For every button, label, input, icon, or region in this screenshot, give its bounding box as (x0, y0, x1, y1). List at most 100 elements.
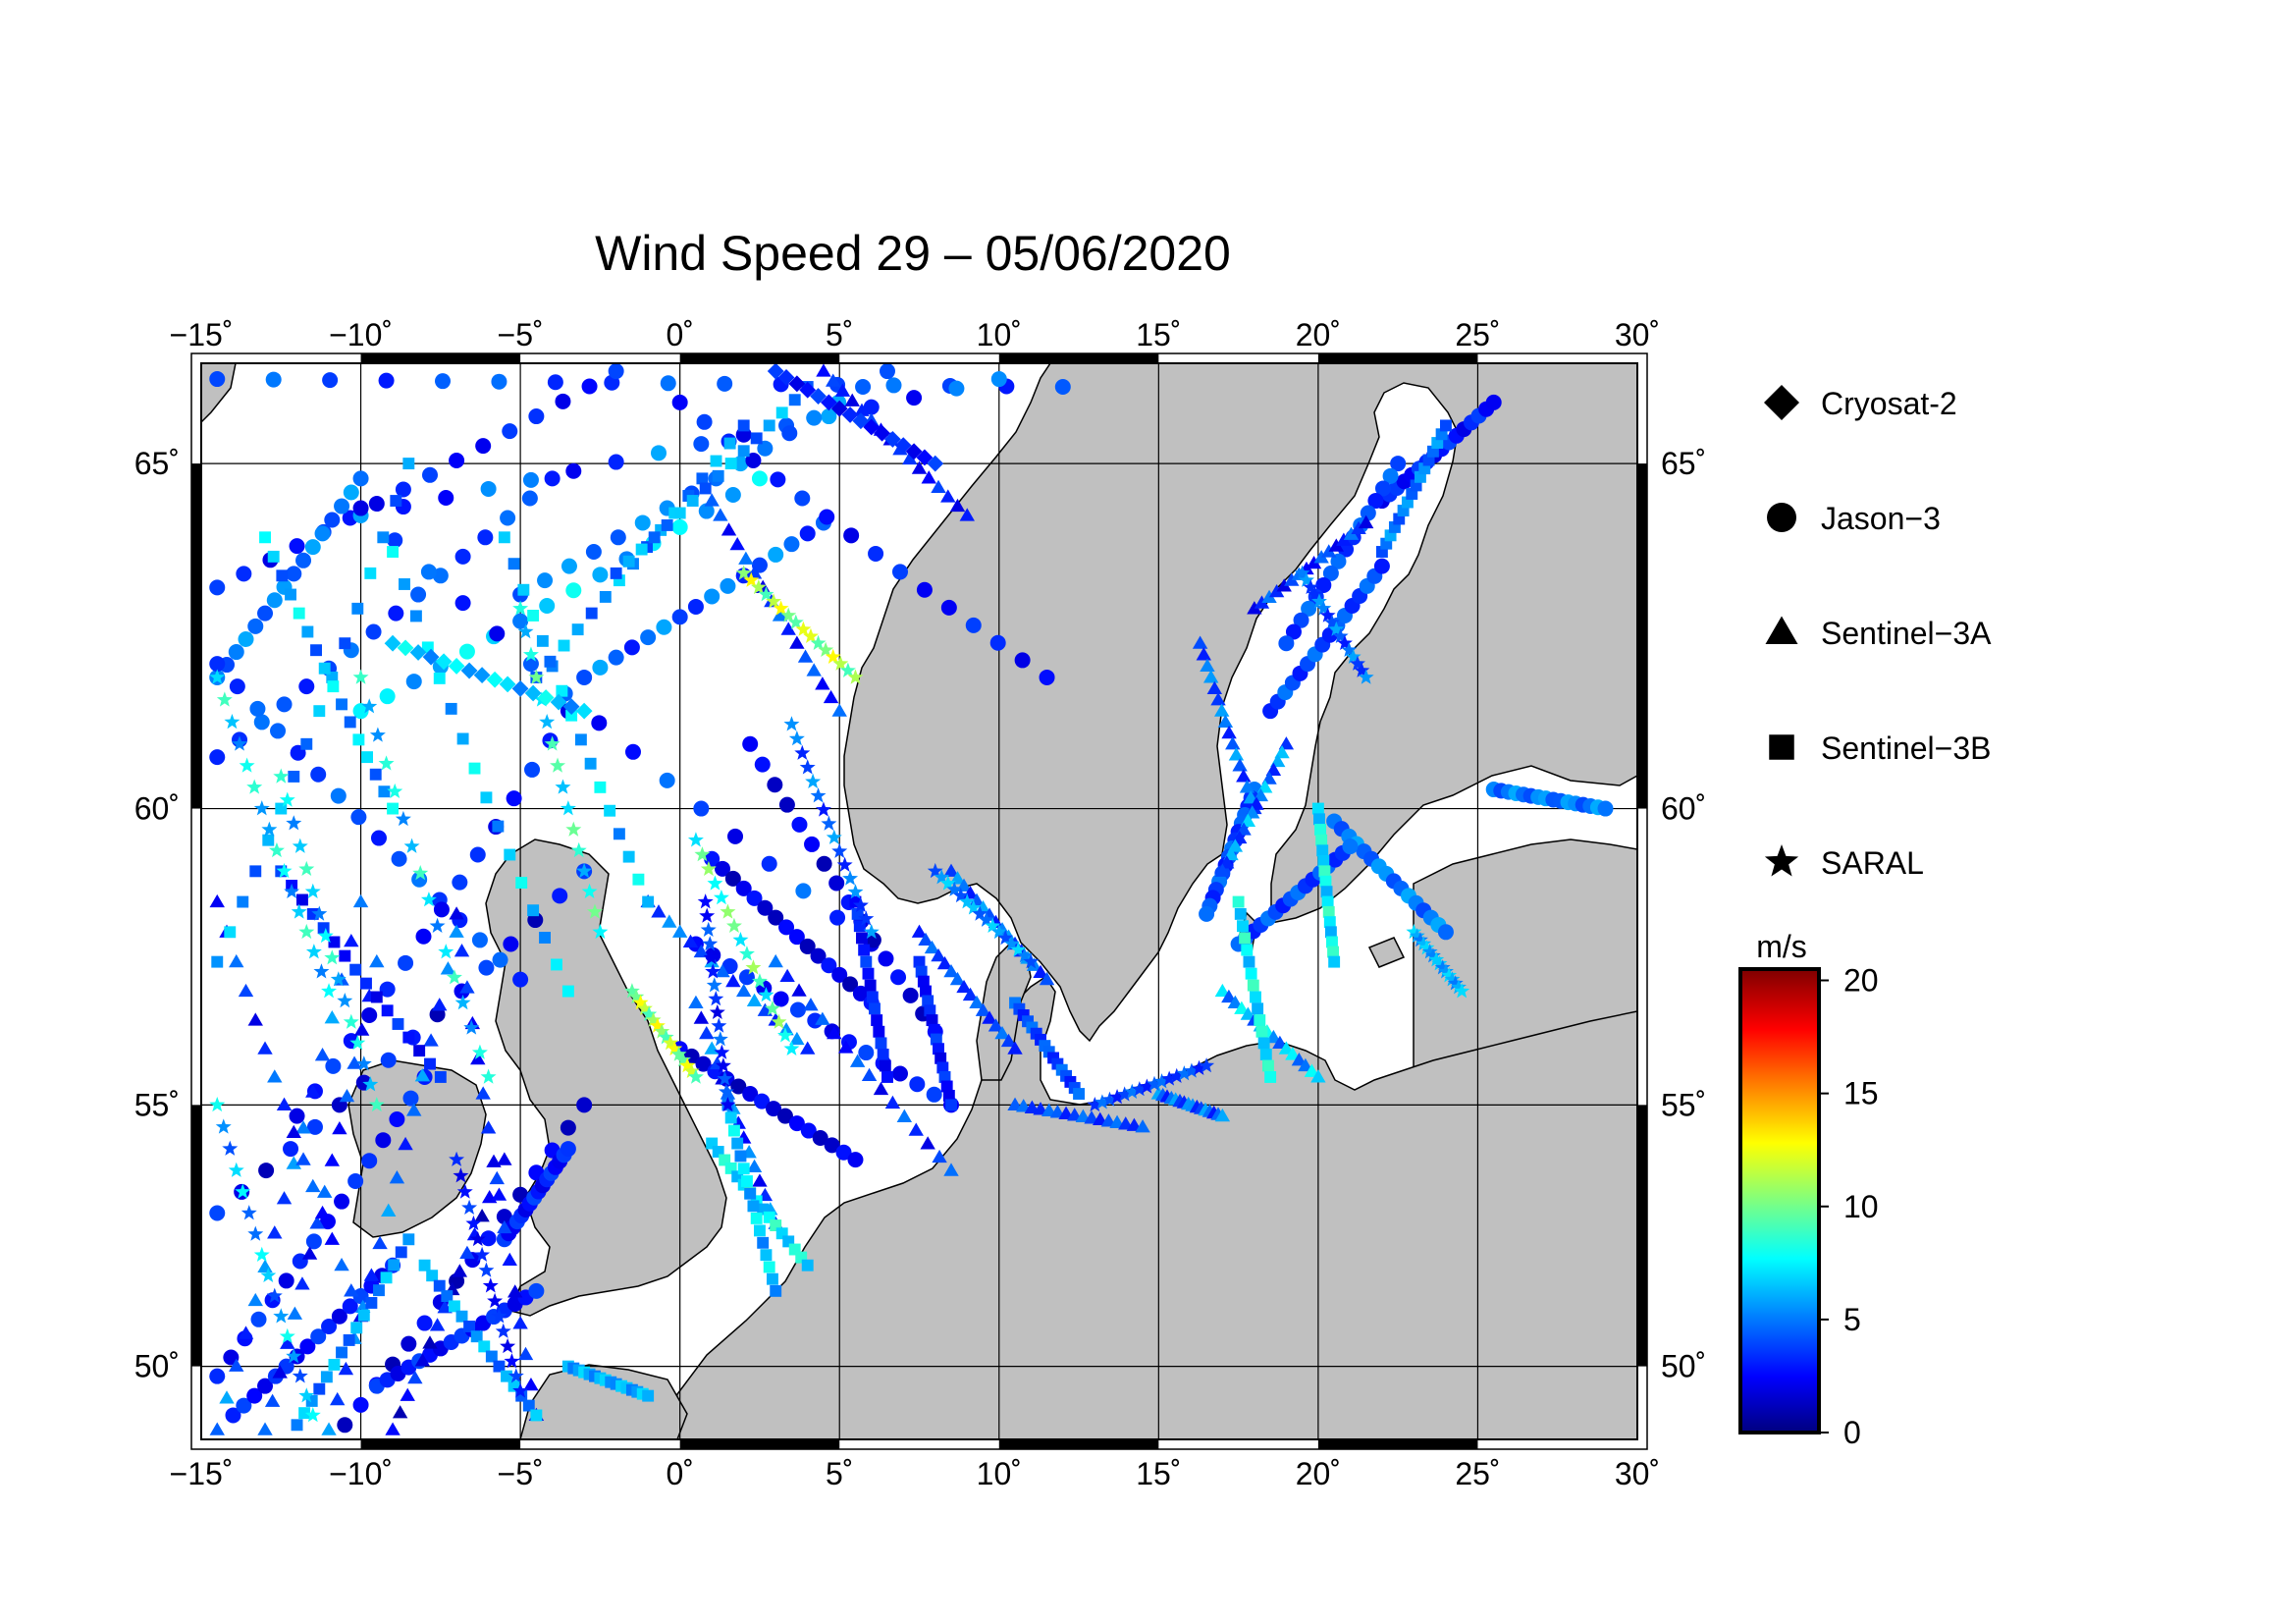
track-point (406, 1103, 422, 1116)
track-point (1261, 589, 1277, 604)
track-point (795, 1251, 808, 1264)
track-point (735, 880, 752, 896)
track-point (704, 588, 721, 605)
track-point (247, 1292, 263, 1307)
track-point (660, 375, 676, 392)
lat-label-right: 55˚ (1661, 1087, 1706, 1122)
track-point (695, 1055, 712, 1072)
track-point (238, 1325, 254, 1339)
track-point (219, 1390, 235, 1404)
track-point (421, 641, 434, 654)
track-point (438, 944, 454, 959)
track-point (239, 757, 255, 773)
frame-bar-bottom (360, 1439, 521, 1449)
track-point (507, 1380, 520, 1392)
track-point (1294, 565, 1310, 580)
track-point (1298, 571, 1314, 587)
track-point (1022, 1015, 1034, 1028)
track-point (926, 1014, 938, 1027)
track-point (392, 1018, 404, 1030)
track-point (253, 714, 270, 730)
track-point (969, 995, 985, 1009)
lon-label-bottom: 15˚ (1136, 1456, 1181, 1491)
track-point (805, 773, 822, 788)
track-point (581, 378, 598, 395)
track-point (1373, 558, 1390, 574)
track-point (1192, 635, 1208, 649)
track-point (1322, 565, 1339, 581)
track-point (673, 507, 686, 519)
track-point (1023, 953, 1040, 969)
track-point (831, 703, 847, 717)
track-point (717, 1070, 733, 1086)
track-point (1441, 967, 1458, 983)
track-point (421, 466, 438, 483)
track-point (1033, 964, 1048, 979)
track-point (1196, 647, 1211, 661)
track-point (771, 1013, 787, 1029)
track-point (949, 871, 966, 885)
track-point (370, 830, 387, 846)
track-point (452, 874, 468, 891)
track-point (480, 1068, 497, 1084)
track-point (409, 610, 422, 622)
track-point (236, 566, 252, 582)
lon-label-bottom: −10˚ (329, 1456, 393, 1491)
track-point (985, 917, 1001, 933)
track-point (266, 592, 283, 609)
track-point (628, 989, 645, 1004)
track-point (622, 555, 635, 568)
track-point (735, 983, 752, 998)
track-point (279, 791, 295, 807)
track-point (693, 1010, 710, 1024)
track-point (1073, 1088, 1086, 1100)
track-point (884, 1095, 901, 1109)
track-point (224, 714, 240, 730)
track-point (906, 390, 923, 406)
track-point (761, 855, 777, 872)
track-point (770, 1284, 782, 1297)
track-point (608, 363, 624, 380)
track-point (725, 973, 741, 988)
track-point (379, 688, 396, 705)
track-point (432, 998, 448, 1011)
track-point (489, 625, 506, 642)
track-point (920, 1136, 935, 1150)
track-point (298, 678, 315, 695)
track-point (246, 1387, 263, 1404)
track-point (501, 1370, 512, 1382)
track-point (475, 438, 492, 455)
track-point (902, 451, 918, 465)
track-point (720, 1096, 736, 1112)
track-point (940, 489, 956, 503)
track-point (301, 1246, 318, 1260)
track-point (422, 648, 440, 666)
track-point (1064, 1075, 1077, 1088)
track-point (528, 1282, 545, 1299)
track-point (1426, 445, 1439, 458)
track-point (489, 1170, 505, 1185)
track-point (1342, 839, 1359, 855)
track-point (544, 735, 561, 751)
track-point (528, 408, 545, 425)
legend-item: SARAL (1764, 844, 1924, 881)
track-point (1382, 467, 1399, 484)
track-point (334, 498, 350, 514)
track-point (788, 929, 805, 946)
track-point (372, 1235, 388, 1250)
track-point (460, 662, 478, 679)
track-point (522, 646, 539, 662)
track-point (470, 1051, 486, 1065)
track-point (216, 691, 233, 707)
track-point (349, 1035, 366, 1051)
lon-label-bottom: 5˚ (826, 1456, 853, 1491)
track-point (797, 649, 814, 663)
track-point (715, 860, 731, 877)
lon-label-top: 25˚ (1455, 317, 1500, 352)
track-point (273, 1308, 290, 1324)
track-point (338, 1361, 354, 1376)
track-point (949, 971, 966, 986)
track-point (581, 883, 598, 898)
track-point (429, 1318, 446, 1331)
track-point (474, 1209, 490, 1222)
